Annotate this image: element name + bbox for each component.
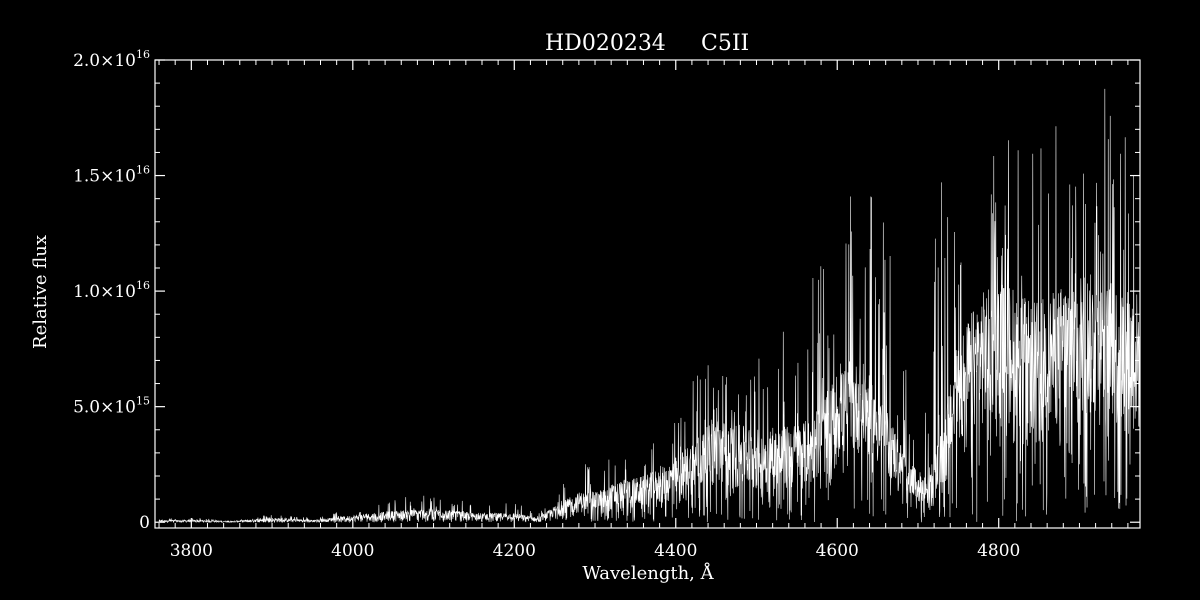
y-tick-label: 1.5×1016 — [73, 164, 150, 187]
chart-title-star: HD020234 — [545, 31, 666, 56]
y-tick-label: 2.0×1016 — [73, 48, 150, 71]
y-axis-ticks: 0 5.0×1015 1.0×1016 1.5×1016 2.0×1016 — [73, 48, 1140, 533]
x-tick-label: 4200 — [493, 541, 536, 561]
x-tick-label: 3800 — [170, 541, 213, 561]
y-tick-label: 5.0×1015 — [73, 395, 150, 418]
x-tick-label: 4800 — [977, 541, 1020, 561]
x-axis-label: Wavelength, Å — [582, 562, 714, 584]
chart-title: HD020234 C5II — [545, 31, 749, 56]
y-tick-label: 0 — [139, 513, 150, 533]
y-tick-label: 1.0×1016 — [73, 279, 150, 302]
plot-frame — [154, 59, 1141, 529]
x-tick-label: 4000 — [331, 541, 374, 561]
y-axis-label: Relative flux — [30, 235, 51, 349]
chart-title-spectral-type: C5II — [701, 31, 749, 56]
x-tick-label: 4400 — [654, 541, 697, 561]
y-axis-label-group: Relative flux — [30, 235, 51, 349]
x-tick-label: 4600 — [816, 541, 859, 561]
spectrum-line — [158, 88, 1141, 524]
spectrum-series — [158, 88, 1141, 524]
x-axis-ticks: 3800 4000 4200 4400 4600 4800 — [158, 60, 1129, 561]
